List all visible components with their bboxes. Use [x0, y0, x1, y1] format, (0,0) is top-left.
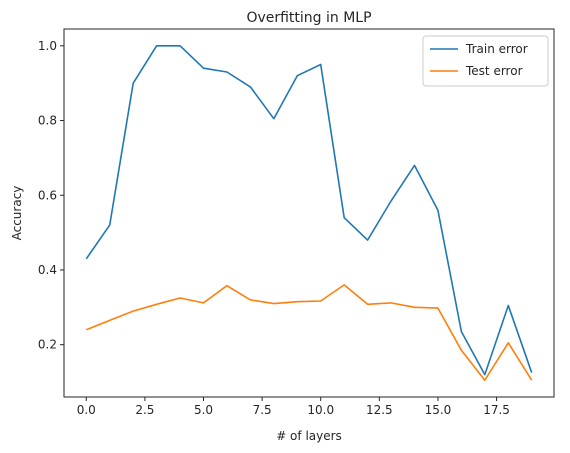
y-tick-label: 0.2 [38, 338, 57, 352]
x-axis-ticks: 0.0 2.5 5.0 7.5 10.0 12.5 15.0 17.5 [77, 397, 510, 417]
x-tick-label: 0.0 [77, 403, 96, 417]
y-axis-ticks: 0.2 0.4 0.6 0.8 1.0 [38, 39, 64, 352]
x-tick-label: 17.5 [483, 403, 510, 417]
x-tick-label: 10.0 [307, 403, 334, 417]
plot-frame [63, 28, 555, 398]
legend-label-train-error: Train error [465, 42, 528, 56]
x-axis-label: # of layers [276, 429, 342, 443]
series-lines [85, 44, 533, 382]
y-tick-label: 1.0 [38, 39, 57, 53]
legend-label-test-error: Test error [465, 64, 523, 78]
x-tick-label: 5.0 [194, 403, 213, 417]
y-tick-label: 0.6 [38, 188, 57, 202]
y-tick-label: 0.4 [38, 263, 57, 277]
legend: Train error Test error [422, 35, 549, 87]
series-line-train-error [85, 44, 533, 376]
y-tick-label: 0.8 [38, 114, 57, 128]
x-tick-label: 12.5 [366, 403, 393, 417]
x-tick-label: 7.5 [253, 403, 272, 417]
x-tick-label: 15.0 [425, 403, 452, 417]
x-tick-label: 2.5 [135, 403, 154, 417]
plot-area: 0.0 2.5 5.0 7.5 10.0 12.5 15.0 17.5 0.20.40.60.… [38, 28, 555, 417]
y-axis-label: Accuracy [10, 186, 24, 241]
series-line-test-error [86, 284, 533, 382]
chart-title: Overfitting in MLP [246, 10, 371, 26]
